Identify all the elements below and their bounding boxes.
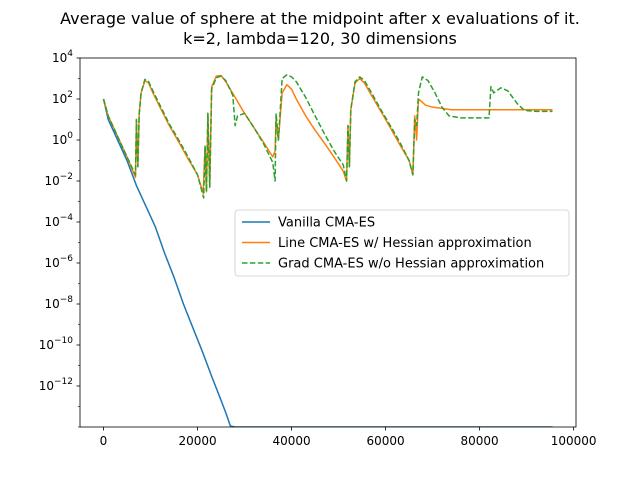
x-tick-label: 100000 — [551, 434, 597, 448]
y-tick-label: 100 — [52, 131, 73, 147]
y-tick-label: 104 — [52, 49, 73, 65]
x-tick-label: 0 — [100, 434, 108, 448]
series-line-3 — [102, 74, 553, 199]
legend-label-1: Vanilla CMA-ES — [278, 216, 375, 231]
y-tick-label: 10−2 — [44, 172, 73, 188]
legend-label-2: Line CMA-ES w/ Hessian approximation — [278, 236, 532, 251]
chart-subtitle: k=2, lambda=120, 30 dimensions — [183, 29, 457, 48]
y-tick-label: 10−6 — [44, 254, 73, 270]
y-tick-label: 10−8 — [44, 295, 73, 311]
legend-box — [234, 209, 570, 277]
y-tick-label: 10−10 — [39, 336, 74, 352]
x-tick-label: 60000 — [366, 434, 404, 448]
series-line-2 — [102, 74, 553, 195]
x-tick-label: 40000 — [272, 434, 310, 448]
y-tick-label: 10−4 — [44, 213, 73, 229]
series-line-1 — [102, 98, 553, 427]
chart-title: Average value of sphere at the midpoint … — [60, 9, 580, 28]
x-tick-label: 80000 — [461, 434, 499, 448]
x-tick-label: 20000 — [178, 434, 216, 448]
y-tick-label: 102 — [52, 90, 73, 106]
y-tick-label: 10−12 — [39, 377, 73, 393]
legend-label-3: Grad CMA-ES w/o Hessian approximation — [278, 257, 544, 272]
